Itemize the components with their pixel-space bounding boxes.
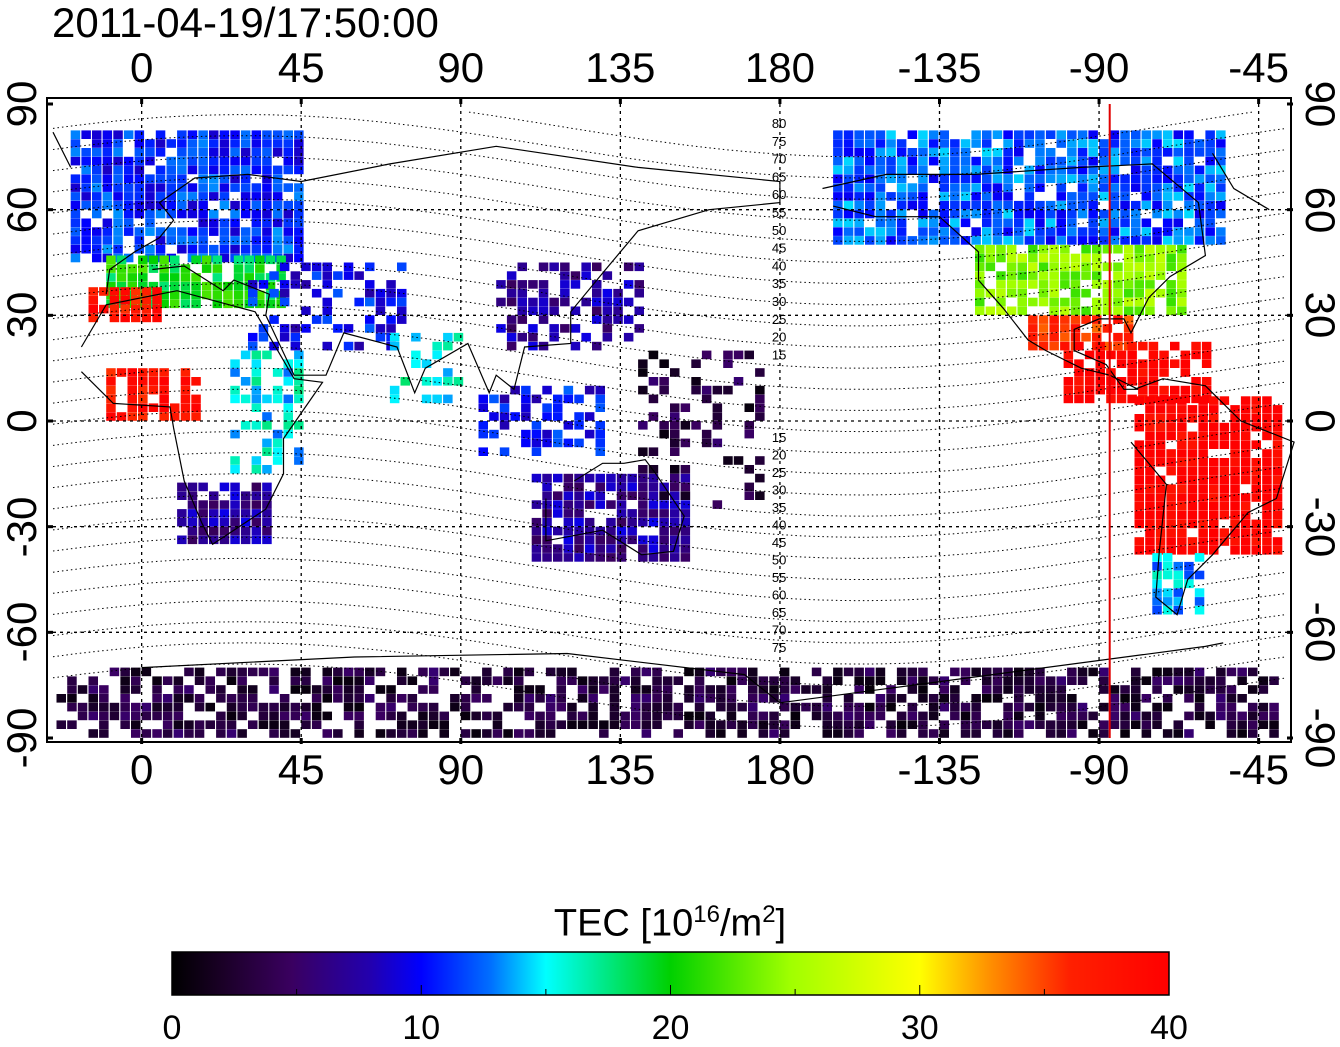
dip-label-south: 20 xyxy=(772,448,786,463)
coastline-5 xyxy=(52,131,1270,211)
tec-region-europe-north xyxy=(70,130,304,263)
colorbar-label-main: TEC [10 xyxy=(553,902,694,945)
colorbar-tick-label: 30 xyxy=(900,1009,939,1047)
lon-tick-label-bottom: 135 xyxy=(585,746,656,793)
dip-label-south: 75 xyxy=(772,640,786,655)
colorbar-label-unit-exponent: 2 xyxy=(762,901,776,928)
dip-label-south: 30 xyxy=(772,483,786,498)
coastline-3 xyxy=(822,163,1207,390)
dip-label-south: 45 xyxy=(772,535,786,550)
colorbar-tick-marks xyxy=(171,985,1170,995)
dip-label-north: 25 xyxy=(772,312,786,327)
colorbar-tick-label: 0 xyxy=(162,1009,182,1047)
tec-region-southeast-asia xyxy=(478,385,605,456)
coastline-4 xyxy=(1130,378,1295,616)
coastline-2 xyxy=(545,459,685,556)
dip-label-north: 20 xyxy=(772,330,786,345)
tec-region-iberia xyxy=(88,287,162,323)
lat-tick-label-right: -90 xyxy=(1297,707,1340,769)
lon-tick-label-top: 180 xyxy=(744,44,815,91)
dip-label-north: 55 xyxy=(772,205,786,220)
lon-tick-label-top: 45 xyxy=(277,44,325,91)
tec-region-south-america xyxy=(1134,396,1283,555)
lon-tick-label-bottom: -135 xyxy=(897,746,982,793)
lat-tick-label-left: -90 xyxy=(0,707,45,769)
lon-tick-label-top: -90 xyxy=(1068,44,1130,91)
lon-tick-label-top: -135 xyxy=(897,44,982,91)
colorbar-label-end: ] xyxy=(775,902,787,945)
dip-label-south: 60 xyxy=(772,588,786,603)
dip-label-south: 35 xyxy=(772,500,786,515)
dip-label-north: 15 xyxy=(772,347,786,362)
map-timestamp: 2011-04-19/17:50:00 xyxy=(52,0,439,46)
colorbar-tick-label: 40 xyxy=(1150,1009,1188,1047)
dip-label-north: 50 xyxy=(772,223,786,238)
dip-label-north: 35 xyxy=(772,276,786,291)
dip-label-north: 80 xyxy=(772,116,786,131)
tec-region-pacific-west xyxy=(638,350,765,509)
dip-label-south: 50 xyxy=(772,553,786,568)
magnetic-dip-lines: 80 75 70 65 60 55 50 45 40 35 30 25 20 15 15 20 25 30 35 40… xyxy=(52,111,1286,728)
coastlines xyxy=(52,131,1295,704)
coastline-0 xyxy=(80,290,324,546)
dip-label-north: 75 xyxy=(772,134,786,149)
tec-region-east-asia xyxy=(496,262,644,351)
axis-tick-marks xyxy=(47,98,1293,744)
dip-label-north: 70 xyxy=(772,152,786,167)
dip-label-north: 65 xyxy=(772,169,786,184)
lon-tick-label-bottom: 90 xyxy=(437,746,485,793)
colorbar-label-exponent: 16 xyxy=(693,901,720,928)
lon-tick-label-top: 0 xyxy=(129,44,154,91)
dip-label-north: 45 xyxy=(772,241,786,256)
map-grid xyxy=(53,104,1287,738)
coastline-1 xyxy=(105,145,781,395)
tec-region-east-africa xyxy=(230,350,304,474)
colorbar-label: TEC [1016/m2] xyxy=(0,893,1340,946)
lon-tick-label-bottom: 45 xyxy=(277,746,325,793)
colorbar-tick-label: 10 xyxy=(402,1009,441,1047)
lon-tick-label-bottom: 0 xyxy=(129,746,154,793)
dip-label-south: 15 xyxy=(772,430,786,445)
dip-label-south: 65 xyxy=(772,605,786,620)
dip-label-north: 30 xyxy=(772,294,786,309)
lon-tick-label-bottom: -45 xyxy=(1228,746,1289,793)
dip-label-south: 70 xyxy=(772,623,786,638)
colorbar-tick-label: 20 xyxy=(651,1009,690,1047)
lon-tick-label-bottom: 180 xyxy=(744,746,815,793)
lon-tick-label-top: 90 xyxy=(437,44,485,91)
tec-region-antarctica xyxy=(56,667,1279,738)
tec-region-west-africa xyxy=(106,368,201,421)
tec-region-north-america-south xyxy=(975,244,1187,316)
colorbar-label-unit: /m xyxy=(719,902,763,945)
lon-tick-label-top: -45 xyxy=(1228,44,1289,91)
dip-label-south: 40 xyxy=(772,518,786,533)
dip-label-north: 60 xyxy=(772,187,786,202)
lon-tick-label-top: 135 xyxy=(585,44,656,91)
dip-label-north: 40 xyxy=(772,258,786,273)
lon-tick-label-bottom: -90 xyxy=(1068,746,1130,793)
dip-label-south: 55 xyxy=(772,570,786,585)
tec-region-southern-africa xyxy=(177,482,272,545)
tec-region-patagonia xyxy=(1152,553,1205,615)
dip-label-south: 25 xyxy=(772,465,786,480)
